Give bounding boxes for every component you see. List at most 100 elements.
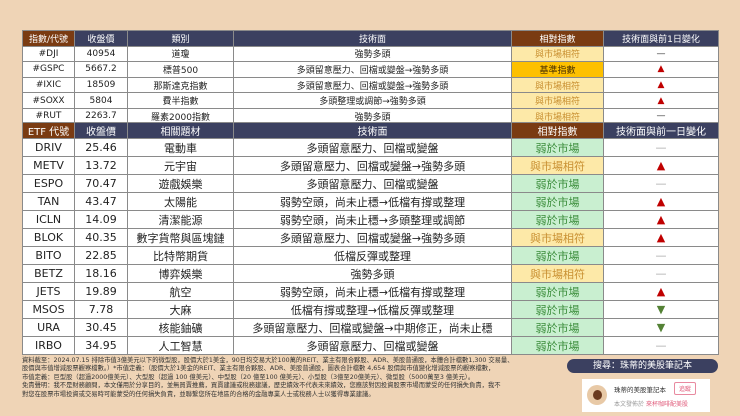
relative-index-cell: 與市場相符 (511, 107, 604, 125)
category-cell: 標普500 (127, 61, 234, 78)
relative-index-cell: 弱於市場 (511, 336, 604, 355)
change-indicator-icon: — (603, 336, 719, 355)
close-price-cell: 34.95 (74, 336, 128, 355)
ticker-cell: TAN (22, 192, 75, 211)
table-row: MSOS 7.78 大麻 低檔有撐或整理→低檔反彈或整理 弱於市場 ▼ (22, 300, 719, 319)
technical-cell: 低檔反彈或整理 (233, 246, 512, 265)
relative-index-cell: 弱於市場 (511, 246, 604, 265)
author-card[interactable]: 珠蒂的美股筆記本 追蹤 本文發佈於 來杯咖啡配美股 (582, 379, 710, 412)
close-price-cell: 40.35 (74, 228, 128, 247)
category-cell: 電動車 (127, 138, 234, 157)
published-prefix: 本文發佈於 (614, 401, 645, 408)
technical-cell: 多頭留意壓力、回檔或變盤→強勢多頭 (233, 228, 512, 247)
change-indicator-icon: ▲ (603, 61, 719, 78)
category-cell: 那斯達克指數 (127, 76, 234, 94)
table-row: BETZ 18.16 博弈娛樂 強勢多頭 與市場相符 — (22, 264, 719, 283)
technical-cell: 多頭留意壓力、回檔或變盤→中期修正，尚未止穩 (233, 318, 512, 337)
change-indicator-icon: — (603, 138, 719, 157)
follow-button[interactable]: 追蹤 (674, 382, 697, 395)
footnotes: 資料截至：2024.07.15 排除市值3億美元以下的微型股，股價大於1美金，9… (22, 357, 562, 399)
category-cell: 數字貨幣與區塊鏈 (127, 228, 234, 247)
close-price-cell: 40954 (74, 45, 128, 63)
category-cell: 航空 (127, 282, 234, 301)
relative-index-cell: 與市場相符 (511, 156, 604, 175)
table-row: #GSPC 5667.2 標普500 多頭留意壓力、回檔或變盤→強勢多頭 基準指數 ▲ (22, 61, 719, 78)
relative-index-cell: 弱於市場 (511, 138, 604, 157)
ticker-cell: DRIV (22, 138, 75, 157)
technical-cell: 多頭留意壓力、回檔或變盤→強勢多頭 (233, 156, 512, 175)
technical-cell: 多頭整理或調節→強勢多頭 (233, 92, 512, 109)
category-cell: 核能鈾礦 (127, 318, 234, 337)
close-price-cell: 7.78 (74, 300, 128, 319)
table-row: TAN 43.47 太陽能 弱勢空頭，尚未止穩→低檔有撐或整理 弱於市場 ▲ (22, 192, 719, 211)
table-row: URA 30.45 核能鈾礦 多頭留意壓力、回檔或變盤→中期修正，尚未止穩 弱於市場 ▼ (22, 318, 719, 337)
table-row: ESPO 70.47 遊戲娛樂 多頭留意壓力、回檔或變盤 弱於市場 — (22, 174, 719, 193)
technical-cell: 多頭留意壓力、回檔或變盤 (233, 138, 512, 157)
table-row: IRBO 34.95 人工智慧 多頭留意壓力、回檔或變盤 弱於市場 — (22, 336, 719, 355)
category-cell: 費半指數 (127, 92, 234, 109)
col-header: 相關題材 (127, 122, 234, 139)
change-indicator-icon: ▲ (603, 156, 719, 175)
category-cell: 大麻 (127, 300, 234, 319)
footnote-line: 股價與市值增減股票觀察檔數。）*市值定義：（股價大於1美金的REIT、業主有限合… (22, 365, 495, 373)
col-header: 指數/代號 (22, 30, 75, 47)
technical-cell: 多頭留意壓力、回檔或變盤 (233, 336, 512, 355)
technical-cell: 弱勢空頭，尚未止穩→多頭整理或調節 (233, 210, 512, 229)
close-price-cell: 25.46 (74, 138, 128, 157)
category-cell: 人工智慧 (127, 336, 234, 355)
change-indicator-icon: ▼ (603, 318, 719, 337)
ticker-cell: #DJI (22, 45, 75, 63)
category-cell: 太陽能 (127, 192, 234, 211)
author-name: 珠蒂的美股筆記本 (614, 386, 666, 394)
index-table: 指數/代號 收盤價 類別 技術面 相對指數 技術面與前1日變化 #DJI 4095… (22, 30, 719, 125)
category-cell: 元宇宙 (127, 156, 234, 175)
close-price-cell: 43.47 (74, 192, 128, 211)
table-row: BLOK 40.35 數字貨幣與區塊鏈 多頭留意壓力、回檔或變盤→強勢多頭 與市場相符 ▲ (22, 228, 719, 247)
change-indicator-icon: — (603, 264, 719, 283)
change-indicator-icon: ▲ (603, 228, 719, 247)
close-price-cell: 70.47 (74, 174, 128, 193)
category-cell: 博弈娛樂 (127, 264, 234, 283)
close-price-cell: 22.85 (74, 246, 128, 265)
ticker-cell: #SOXX (22, 92, 75, 109)
col-header: 相對指數 (511, 122, 604, 139)
technical-cell: 多頭留意壓力、回檔或變盤→強勢多頭 (233, 61, 512, 78)
ticker-cell: BITO (22, 246, 75, 265)
technical-cell: 低檔有撐或整理→低檔反彈或整理 (233, 300, 512, 319)
technical-cell: 多頭留意壓力、回檔或變盤→強勢多頭 (233, 76, 512, 94)
relative-index-cell: 與市場相符 (511, 92, 604, 109)
col-header: 技術面與前一日變化 (603, 122, 719, 139)
table-row: JETS 19.89 航空 弱勢空頭，尚未止穩→低檔有撐或整理 弱於市場 ▲ (22, 282, 719, 301)
published-site-link[interactable]: 來杯咖啡配美股 (645, 401, 688, 408)
table-row: BITO 22.85 比特幣期貨 低檔反彈或整理 弱於市場 — (22, 246, 719, 265)
close-price-cell: 14.09 (74, 210, 128, 229)
close-price-cell: 19.89 (74, 282, 128, 301)
change-indicator-icon: ▼ (603, 300, 719, 319)
relative-index-cell: 弱於市場 (511, 282, 604, 301)
ticker-cell: METV (22, 156, 75, 175)
ticker-cell: BETZ (22, 264, 75, 283)
change-indicator-icon: — (603, 174, 719, 193)
change-indicator-icon: ▲ (603, 210, 719, 229)
table-row: METV 13.72 元宇宙 多頭留意壓力、回檔或變盤→強勢多頭 與市場相符 ▲ (22, 156, 719, 175)
relative-index-cell: 弱於市場 (511, 210, 604, 229)
ticker-cell: ESPO (22, 174, 75, 193)
col-header: 技術面與前1日變化 (603, 30, 719, 47)
change-indicator-icon: ▲ (603, 192, 719, 211)
technical-cell: 弱勢空頭，尚未止穩→低檔有撐或整理 (233, 282, 512, 301)
footnote-line: 免責聲明：我不是財務顧問，本文僅用於分享目的，並無買賣推薦，買賣建議或稅務建議，… (22, 382, 501, 390)
technical-cell: 強勢多頭 (233, 264, 512, 283)
table-row: #DJI 40954 道瓊 強勢多頭 與市場相符 — (22, 45, 719, 63)
change-indicator-icon: — (603, 107, 719, 125)
col-header: ETF 代號 (22, 122, 75, 139)
close-price-cell: 18509 (74, 76, 128, 94)
ticker-cell: #IXIC (22, 76, 75, 94)
close-price-cell: 18.16 (74, 264, 128, 283)
change-indicator-icon: — (603, 45, 719, 63)
relative-index-cell: 與市場相符 (511, 228, 604, 247)
category-cell: 清潔能源 (127, 210, 234, 229)
ticker-cell: ICLN (22, 210, 75, 229)
relative-index-cell: 與市場相符 (511, 45, 604, 63)
ticker-cell: #GSPC (22, 61, 75, 78)
footnote-line: 對您在股票市場投資或交易時可能蒙受的任何損失負責，並聯繫您所在地區的合格的金融專… (22, 390, 375, 398)
